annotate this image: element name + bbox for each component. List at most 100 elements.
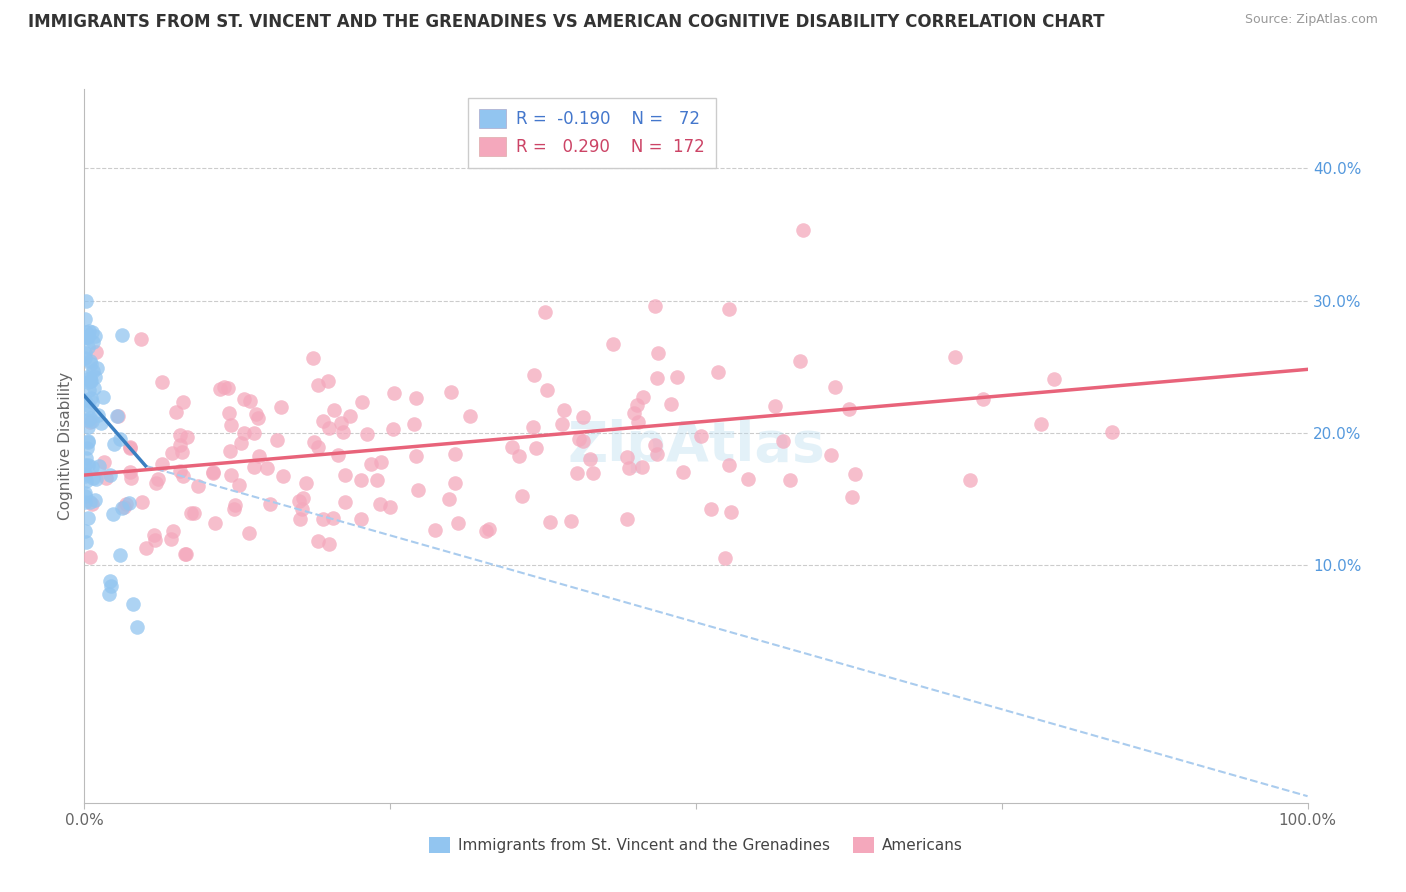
Point (77, 434, 100, 449)
Point (460, 409, 482, 423)
Point (162, 524, 184, 538)
Point (82, 363, 104, 377)
Point (245, 408, 267, 422)
Text: ZipAtlas: ZipAtlas (567, 419, 825, 473)
Point (73, 524, 96, 538)
Point (447, 516, 470, 531)
Point (75, 392, 97, 407)
Point (533, 305, 555, 319)
Point (80, 459, 103, 474)
Point (560, 514, 582, 528)
Point (645, 371, 668, 385)
Point (405, 450, 427, 464)
Point (120, 466, 142, 480)
Point (115, 497, 138, 511)
Point (318, 421, 340, 435)
Point (221, 467, 243, 482)
Point (243, 460, 266, 475)
Point (108, 432, 131, 446)
Point (169, 428, 191, 442)
Point (75, 467, 97, 481)
Point (233, 425, 256, 440)
Point (170, 445, 193, 459)
Point (644, 299, 666, 313)
Point (602, 337, 624, 351)
Point (150, 457, 173, 471)
Point (295, 475, 318, 490)
Point (121, 597, 143, 611)
Point (79, 411, 101, 425)
Point (772, 434, 794, 448)
Point (478, 522, 501, 536)
Point (318, 374, 340, 388)
Point (73, 458, 96, 473)
Point (98, 468, 121, 483)
Point (111, 500, 134, 515)
Point (238, 526, 260, 541)
Point (333, 467, 356, 482)
Point (322, 510, 344, 524)
Point (77, 413, 100, 427)
Point (1043, 372, 1066, 386)
Point (208, 382, 231, 396)
Point (366, 473, 388, 487)
Point (148, 472, 170, 486)
Point (75, 535, 97, 549)
Point (142, 527, 165, 541)
Y-axis label: Cognitive Disability: Cognitive Disability (58, 372, 73, 520)
Point (183, 507, 205, 521)
Point (219, 444, 242, 458)
Point (86, 472, 108, 486)
Point (79, 495, 101, 509)
Point (404, 417, 426, 431)
Point (243, 426, 266, 441)
Point (444, 447, 467, 461)
Legend: Immigrants from St. Vincent and the Grenadines, Americans: Immigrants from St. Vincent and the Gren… (423, 831, 969, 859)
Point (246, 411, 269, 425)
Point (329, 417, 352, 431)
Point (84, 492, 107, 507)
Point (631, 390, 654, 404)
Point (107, 409, 129, 424)
Point (76, 369, 98, 384)
Point (572, 409, 595, 424)
Point (318, 537, 340, 551)
Point (111, 328, 134, 343)
Point (79, 354, 101, 368)
Point (333, 495, 356, 509)
Point (131, 494, 153, 508)
Point (77, 458, 100, 473)
Point (103, 437, 125, 451)
Point (522, 368, 544, 382)
Point (627, 415, 650, 429)
Point (565, 466, 588, 480)
Point (80, 394, 103, 409)
Point (82, 325, 104, 339)
Point (202, 466, 225, 480)
Text: IMMIGRANTS FROM ST. VINCENT AND THE GRENADINES VS AMERICAN COGNITIVE DISABILITY : IMMIGRANTS FROM ST. VINCENT AND THE GREN… (28, 13, 1105, 31)
Point (423, 523, 446, 537)
Point (510, 489, 533, 503)
Point (80, 357, 103, 371)
Point (187, 479, 209, 493)
Point (172, 395, 194, 409)
Point (76, 434, 98, 449)
Point (77, 401, 100, 416)
Point (77, 330, 100, 344)
Point (444, 476, 467, 491)
Point (129, 332, 152, 346)
Point (247, 449, 270, 463)
Point (89, 459, 111, 474)
Point (224, 502, 246, 516)
Point (582, 467, 605, 481)
Point (841, 491, 863, 505)
Point (259, 497, 281, 511)
Point (312, 414, 335, 428)
Point (718, 301, 741, 316)
Point (270, 400, 292, 414)
Point (631, 459, 654, 474)
Point (619, 461, 641, 475)
Point (73, 489, 96, 503)
Point (75, 451, 97, 466)
Point (73, 351, 96, 365)
